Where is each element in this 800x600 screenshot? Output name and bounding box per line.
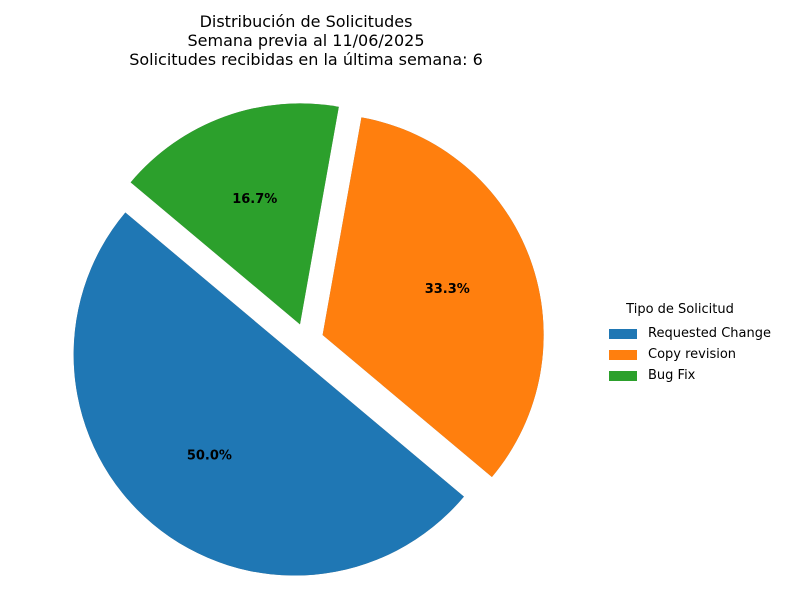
pct-label-bug-fix: 16.7% [232, 192, 277, 207]
legend-label-bug-fix: Bug Fix [648, 368, 696, 383]
legend-item-bug-fix: Bug Fix [606, 365, 796, 386]
slice-requested-change [73, 212, 464, 576]
legend: Tipo de Solicitud Requested Change Copy … [606, 302, 796, 386]
slice-bug-fix [130, 103, 339, 325]
chart-title-line-1: Distribución de Solicitudes [199, 12, 413, 31]
chart-title-line-3: Solicitudes recibidas en la última seman… [129, 50, 483, 69]
legend-item-requested-change: Requested Change [606, 323, 796, 344]
legend-swatch-copy-revision [609, 349, 637, 360]
slice-copy-revision [322, 117, 544, 478]
pct-label-copy-revision: 33.3% [425, 282, 470, 297]
chart-title-line-2: Semana previa al 11/06/2025 [187, 31, 425, 50]
legend-item-copy-revision: Copy revision [606, 344, 796, 365]
legend-label-copy-revision: Copy revision [648, 347, 737, 362]
legend-title: Tipo de Solicitud [626, 302, 734, 317]
pct-label-requested-change: 50.0% [187, 449, 232, 464]
legend-swatch-bug-fix [609, 370, 637, 381]
chart-title: Distribución de Solicitudes Semana previ… [0, 12, 612, 69]
legend-swatch-requested-change [609, 328, 637, 339]
legend-label-requested-change: Requested Change [648, 326, 771, 341]
